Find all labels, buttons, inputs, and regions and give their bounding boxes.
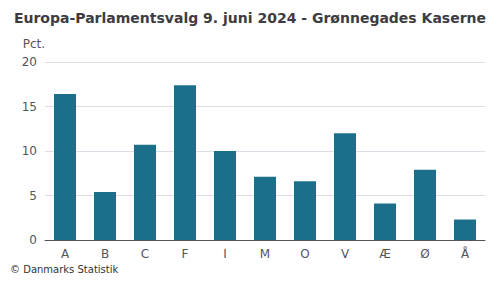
svg-text:I: I bbox=[223, 247, 227, 261]
svg-text:10: 10 bbox=[22, 144, 37, 158]
svg-text:M: M bbox=[260, 247, 270, 261]
svg-text:C: C bbox=[141, 247, 149, 261]
svg-text:Å: Å bbox=[461, 246, 470, 261]
svg-text:B: B bbox=[101, 247, 109, 261]
svg-text:© Danmarks Statistik: © Danmarks Statistik bbox=[10, 264, 119, 275]
svg-text:Europa-Parlamentsvalg 9. juni: Europa-Parlamentsvalg 9. juni 2024 - Grø… bbox=[14, 10, 486, 26]
svg-text:F: F bbox=[182, 247, 189, 261]
svg-text:0: 0 bbox=[29, 233, 37, 247]
svg-text:Æ: Æ bbox=[379, 247, 391, 261]
svg-text:O: O bbox=[300, 247, 309, 261]
svg-text:V: V bbox=[341, 247, 350, 261]
svg-text:15: 15 bbox=[22, 100, 37, 114]
svg-text:A: A bbox=[61, 247, 70, 261]
svg-text:5: 5 bbox=[29, 189, 37, 203]
svg-text:Pct.: Pct. bbox=[23, 37, 45, 51]
svg-text:20: 20 bbox=[22, 55, 37, 69]
svg-text:Ø: Ø bbox=[420, 247, 429, 261]
